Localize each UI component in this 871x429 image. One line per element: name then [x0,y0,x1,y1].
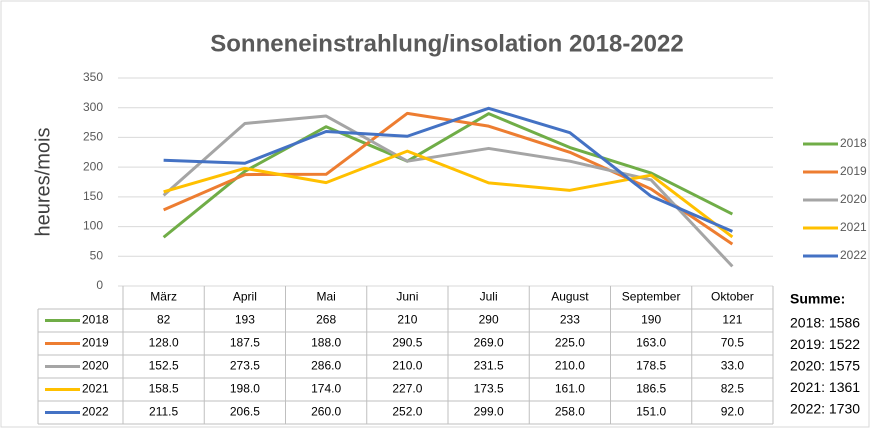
table-cell: 190 [641,313,661,327]
table-cell: 121 [722,313,742,327]
y-tick-label: 50 [90,248,104,262]
summary-line: 2021: 1361 [790,379,860,395]
table-legend-label: 2018 [82,313,109,327]
table-cell: 173.5 [474,382,504,396]
table-cell: 158.5 [149,382,179,396]
x-tick-label: Juli [480,290,498,304]
table-cell: 178.5 [636,359,666,373]
table-cell: 210.0 [392,359,422,373]
legend-label: 2022 [840,248,867,262]
table-legend-label: 2021 [82,382,109,396]
table-cell: 227.0 [392,382,422,396]
summary-line: 2020: 1575 [790,358,860,374]
series-line [163,106,733,233]
x-tick-label: April [233,290,257,304]
table-cell: 290.5 [392,336,422,350]
table-legend-label: 2020 [82,359,109,373]
table-cell: 269.0 [474,336,504,350]
table-cell: 33.0 [721,359,745,373]
table-cell: 299.0 [474,405,504,419]
table-cell: 151.0 [636,405,666,419]
y-tick-label: 200 [83,159,103,173]
table-cell: 152.5 [149,359,179,373]
table-cell: 252.0 [392,405,422,419]
table-cell: 210.0 [555,359,585,373]
legend-label: 2021 [840,220,867,234]
summary-title: Summe: [790,291,845,307]
table-cell: 193 [235,313,255,327]
table-cell: 225.0 [555,336,585,350]
table-cell: 128.0 [149,336,179,350]
table-legend-label: 2022 [82,405,109,419]
summary-line: 2018: 1586 [790,315,860,331]
y-tick-label: 0 [96,278,103,292]
table-cell: 206.5 [230,405,260,419]
y-axis-label: heures/mois [32,128,54,237]
table-cell: 260.0 [311,405,341,419]
table-cell: 82 [157,313,171,327]
x-tick-label: September [622,290,681,304]
legend-label: 2019 [840,164,867,178]
series-line [162,112,734,239]
table-cell: 268 [316,313,336,327]
x-tick-label: Juni [396,290,418,304]
x-tick-label: August [551,290,589,304]
table-cell: 82.5 [721,382,745,396]
table-cell: 163.0 [636,336,666,350]
x-tick-label: März [150,290,177,304]
table-cell: 92.0 [721,405,745,419]
x-tick-label: Mai [316,290,335,304]
table-cell: 290 [479,313,499,327]
table-cell: 161.0 [555,382,585,396]
y-tick-label: 250 [83,130,103,144]
y-tick-label: 150 [83,189,103,203]
table-cell: 70.5 [721,336,745,350]
series-line [163,149,734,239]
chart-title: Sonneneinstrahlung/insolation 2018-2022 [210,30,683,57]
legend-label: 2020 [840,192,867,206]
y-tick-label: 300 [83,100,103,114]
table-cell: 198.0 [230,382,260,396]
table-cell: 273.5 [230,359,260,373]
table-cell: 186.5 [636,382,666,396]
y-tick-label: 350 [83,70,103,84]
summary-line: 2019: 1522 [790,336,860,352]
table-cell: 187.5 [230,336,260,350]
y-tick-label: 100 [83,219,103,233]
legend-label: 2018 [840,136,867,150]
table-cell: 233 [560,313,580,327]
table-cell: 188.0 [311,336,341,350]
table-legend-label: 2019 [82,336,109,350]
series-line [163,111,734,246]
table-cell: 210 [397,313,417,327]
summary-line: 2022: 1730 [790,401,860,417]
table-cell: 286.0 [311,359,341,373]
x-tick-label: Oktober [711,290,754,304]
table-cell: 211.5 [149,405,178,419]
table-cell: 231.5 [474,359,504,373]
table-cell: 174.0 [311,382,341,396]
table-cell: 258.0 [555,405,585,419]
